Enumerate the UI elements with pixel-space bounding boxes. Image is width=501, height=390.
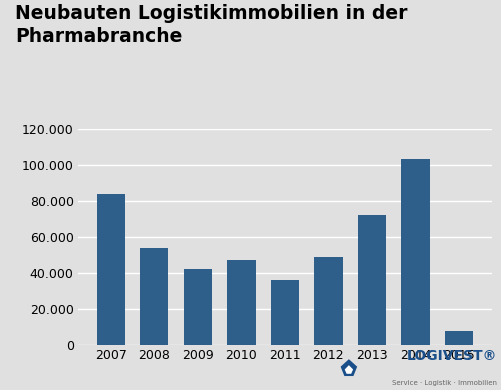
Bar — [140, 248, 168, 345]
Bar — [270, 280, 299, 345]
Text: Neubauten Logistikimmobilien in der
Pharmabranche: Neubauten Logistikimmobilien in der Phar… — [15, 4, 407, 46]
Bar — [400, 160, 429, 345]
Bar — [183, 269, 211, 345]
Bar — [314, 257, 342, 345]
Bar — [357, 215, 385, 345]
Bar — [444, 331, 472, 345]
Bar — [227, 261, 255, 345]
Bar — [96, 193, 125, 345]
Text: LOGIVEST®: LOGIVEST® — [406, 349, 496, 363]
Text: Service · Logistik · Immobilien: Service · Logistik · Immobilien — [391, 380, 496, 386]
